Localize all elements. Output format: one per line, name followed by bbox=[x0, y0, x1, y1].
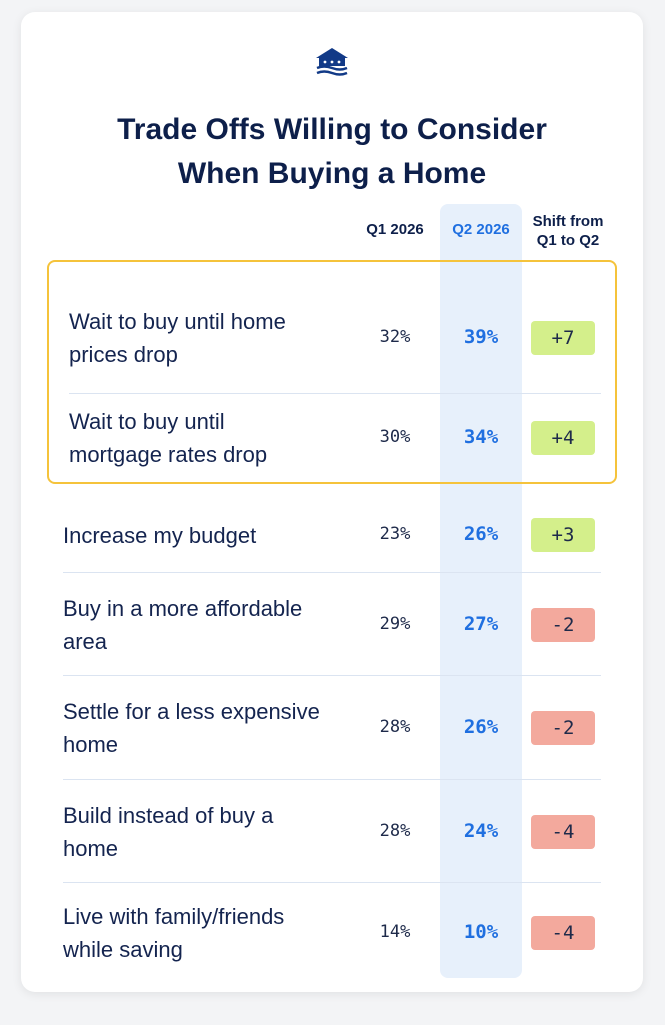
row-label-line-1: Live with family/friends bbox=[63, 904, 285, 929]
q2-value: 39% bbox=[463, 326, 499, 348]
q2-value: 26% bbox=[463, 523, 499, 545]
table-row: Live with family/friends while saving 14% 1… bbox=[63, 883, 601, 983]
row-divider bbox=[69, 393, 601, 394]
row-label-line-1: Increase my budget bbox=[63, 522, 257, 548]
shift-badge-positive: +7 bbox=[531, 321, 595, 355]
row-label-line-1: Settle for a less expensive bbox=[63, 699, 320, 724]
q1-value: 32% bbox=[379, 327, 411, 347]
row-label-line-1: Build instead of buy a bbox=[63, 802, 274, 828]
title-line-2: When Buying a Home bbox=[177, 157, 487, 190]
row-label: Wait to buy until mortgage rates drop bbox=[69, 405, 359, 471]
q1-value: 23% bbox=[379, 524, 411, 544]
q2-column-highlight bbox=[440, 204, 522, 978]
q2-value: 24% bbox=[463, 819, 499, 842]
shift-badge-negative: -2 bbox=[531, 711, 595, 745]
row-label: Settle for a less expensive home bbox=[63, 695, 353, 761]
shift-header-line-2: Q1 to Q2 bbox=[536, 232, 600, 249]
row-label: Increase my budget bbox=[63, 519, 353, 552]
row-label: Live with family/friends while saving bbox=[63, 900, 353, 966]
highlighted-rows-box bbox=[47, 260, 617, 484]
row-label-line-2: mortgage rates drop bbox=[69, 442, 268, 467]
table-row: Wait to buy until home prices drop 32% 39% +… bbox=[69, 284, 601, 394]
row-label-line-2: while saving bbox=[63, 937, 183, 962]
q1-value: 28% bbox=[379, 717, 411, 737]
house-flag-logo-icon bbox=[316, 48, 348, 76]
shift-badge-positive: +3 bbox=[531, 518, 595, 552]
row-label-line-2: prices drop bbox=[69, 342, 178, 367]
title-line-1: Trade Offs Willing to Consider bbox=[117, 113, 547, 146]
q2-value: 10% bbox=[463, 921, 499, 943]
shift-badge-negative: -4 bbox=[531, 814, 595, 849]
row-label-line-1: Wait to buy until bbox=[69, 409, 225, 434]
table-row: Wait to buy until mortgage rates drop 30% 3… bbox=[69, 394, 601, 484]
row-divider bbox=[63, 882, 601, 883]
chart-card: Trade Offs Willing to Consider When Buyi… bbox=[21, 12, 643, 992]
q2-value: 26% bbox=[463, 716, 499, 738]
shift-header-line-1: Shift from bbox=[532, 213, 604, 230]
table-row: Build instead of buy a home 28% 24% -4 bbox=[63, 780, 601, 883]
table-row: Increase my budget 23% 26% +3 bbox=[63, 502, 601, 573]
q1-value: 14% bbox=[379, 922, 411, 942]
q1-value: 29% bbox=[379, 613, 411, 634]
column-header-shift: Shift from Q1 to Q2 bbox=[519, 212, 617, 250]
row-label-line-2: area bbox=[63, 628, 108, 654]
table-row: Buy in a more affordable area 29% 27% -2 bbox=[63, 573, 601, 676]
row-divider bbox=[63, 779, 601, 780]
row-label-line-1: Buy in a more affordable bbox=[63, 595, 303, 621]
q2-value: 27% bbox=[463, 612, 499, 635]
chart-title: Trade Offs Willing to Consider When Buyi… bbox=[21, 108, 643, 196]
row-label-line-2: home bbox=[63, 732, 119, 757]
column-header-q1: Q1 2026 bbox=[366, 221, 424, 238]
row-label-line-1: Wait to buy until home bbox=[69, 309, 286, 334]
column-header-q2: Q2 2026 bbox=[452, 221, 510, 238]
q1-value: 28% bbox=[379, 820, 411, 841]
shift-badge-negative: -2 bbox=[531, 607, 595, 642]
row-divider bbox=[63, 675, 601, 676]
row-label: Build instead of buy a home bbox=[63, 799, 353, 865]
row-divider bbox=[63, 572, 601, 573]
table-row: Settle for a less expensive home 28% 26% -2 bbox=[63, 676, 601, 780]
row-label: Wait to buy until home prices drop bbox=[69, 305, 359, 371]
shift-badge-positive: +4 bbox=[531, 421, 595, 455]
q2-value: 34% bbox=[463, 426, 499, 448]
row-label-line-2: home bbox=[63, 835, 119, 861]
q1-value: 30% bbox=[379, 427, 411, 447]
row-label: Buy in a more affordable area bbox=[63, 592, 353, 658]
shift-badge-negative: -4 bbox=[531, 916, 595, 950]
